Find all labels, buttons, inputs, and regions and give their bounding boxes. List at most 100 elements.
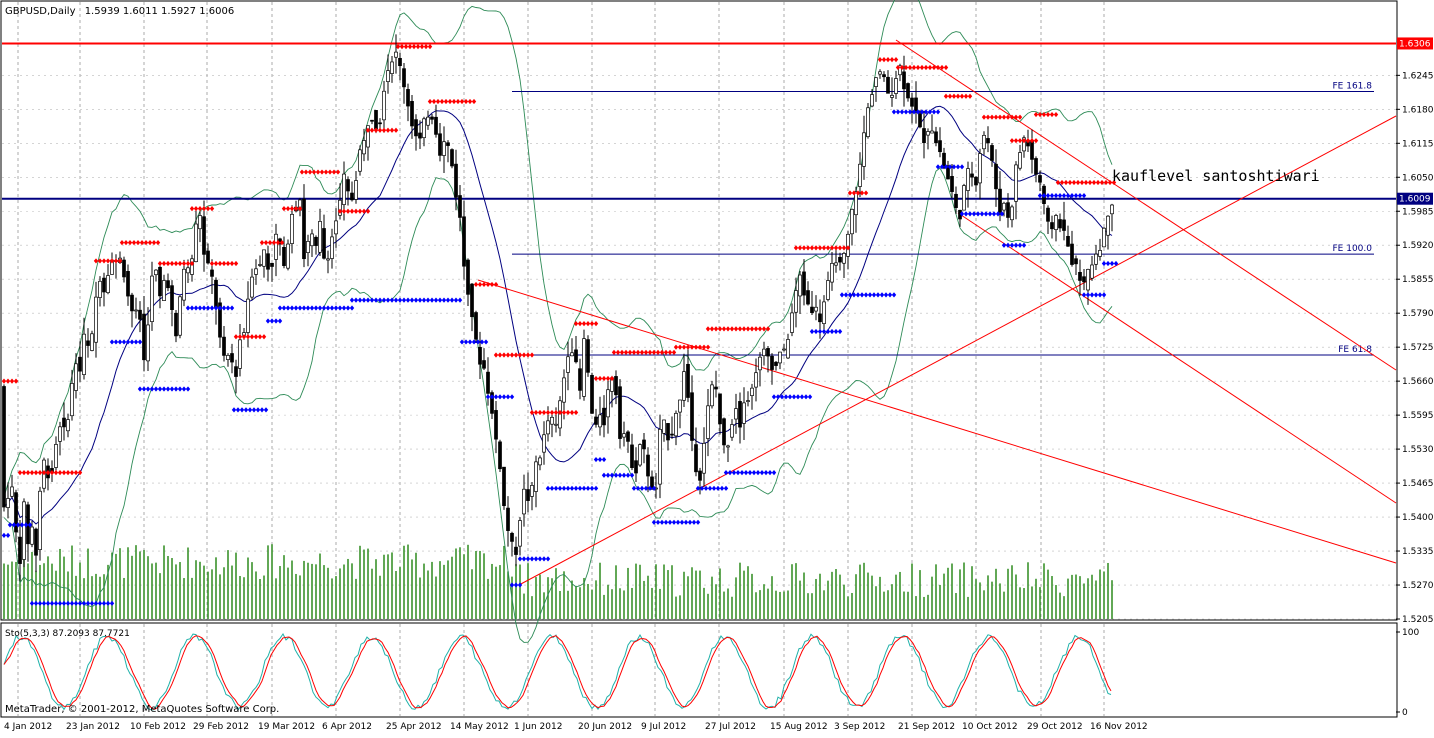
candle-body — [818, 313, 822, 323]
watermark: MetaTrader, © 2001-2012, MetaQuotes Soft… — [5, 704, 279, 715]
candle-body — [246, 298, 250, 333]
resistance-dot — [1017, 114, 1023, 120]
support-dot — [405, 297, 411, 303]
resistance-dot — [415, 43, 421, 50]
candle-body — [1014, 164, 1018, 202]
resistance-dot — [533, 409, 539, 416]
support-dot — [349, 305, 355, 311]
resistance-dot — [943, 93, 949, 99]
resistance-dot — [77, 470, 83, 476]
resistance-dot — [989, 114, 995, 120]
support-dot — [683, 519, 689, 525]
candle-body — [174, 312, 178, 337]
resistance-dot — [541, 409, 547, 416]
candle-body — [838, 256, 842, 263]
support-dot — [113, 339, 119, 345]
resistance-dot — [931, 64, 937, 71]
support-dot — [771, 470, 777, 476]
support-dot — [767, 470, 773, 476]
resistance-dot — [963, 93, 969, 99]
support-dot — [513, 582, 519, 588]
candle-body — [170, 285, 174, 310]
support-dot — [771, 394, 777, 400]
resistance-dot — [845, 245, 851, 251]
resistance-dot — [981, 114, 987, 120]
candle-body — [758, 356, 762, 371]
candle-body — [410, 101, 414, 127]
candle-body — [194, 223, 198, 263]
resistance-dot — [119, 240, 125, 246]
x-tick-label: 10 Oct 2012 — [962, 722, 1018, 732]
resistance-dot — [709, 326, 715, 332]
resistance-dot — [143, 240, 149, 246]
support-dot — [525, 556, 531, 562]
resistance-dot — [593, 321, 599, 327]
resistance-dot — [93, 258, 99, 264]
support-dot — [593, 485, 599, 491]
support-dot — [273, 318, 279, 324]
candle-body — [138, 309, 142, 320]
candle-body — [1098, 250, 1102, 257]
resistance-dot — [833, 245, 839, 251]
support-dot — [509, 582, 515, 588]
resistance-dot — [915, 64, 921, 71]
support-dot — [987, 211, 993, 217]
moving-average — [3, 105, 1113, 525]
support-dot — [121, 339, 127, 345]
candle-body — [730, 424, 734, 438]
support-dot — [935, 109, 941, 115]
resistance-dot — [553, 409, 559, 416]
candle-body — [166, 280, 170, 289]
support-dot — [971, 211, 977, 217]
candle-body — [450, 149, 454, 167]
resistance-dot — [557, 409, 563, 416]
support-dot — [173, 386, 179, 392]
support-dot — [991, 211, 997, 217]
resistance-dot — [185, 260, 191, 267]
resistance-dot — [113, 258, 119, 264]
x-tick-label: 25 Apr 2012 — [386, 722, 442, 732]
candle-body — [1002, 202, 1006, 211]
candle-body — [862, 132, 866, 167]
support-dot — [529, 556, 535, 562]
candle-body — [322, 228, 326, 259]
support-dot — [489, 394, 495, 400]
candle-body — [22, 501, 26, 560]
candle-body — [122, 259, 126, 278]
resistance-dot — [123, 240, 129, 246]
support-dot — [69, 600, 75, 606]
resistance-dot — [229, 260, 235, 267]
support-dot — [197, 305, 203, 311]
stoch-y-tick-label: 100 — [1402, 628, 1419, 638]
resistance-dot — [927, 64, 933, 71]
resistance-dot — [509, 352, 515, 358]
resistance-dot — [601, 375, 607, 382]
support-dot — [963, 211, 969, 217]
candle-body — [514, 546, 518, 555]
resistance-dot — [501, 352, 507, 358]
support-dot — [743, 470, 749, 476]
support-dot — [1105, 260, 1111, 267]
support-dot — [759, 470, 765, 476]
support-dot — [161, 386, 167, 392]
support-dot — [27, 522, 33, 528]
support-dot — [5, 532, 11, 538]
resistance-dot — [101, 258, 107, 264]
candle-body — [234, 366, 238, 377]
resistance-dot — [497, 352, 503, 358]
candle-body — [326, 258, 330, 261]
resistance-dot — [589, 321, 595, 327]
candle-body — [398, 57, 402, 67]
support-dot — [29, 600, 35, 606]
support-dot — [457, 297, 463, 303]
candle-body — [470, 283, 474, 318]
candle-body — [158, 266, 162, 297]
candle-body — [134, 309, 138, 312]
support-dot — [475, 339, 481, 345]
resistance-dot — [955, 93, 961, 99]
candle-body — [954, 193, 958, 208]
resistance-dot — [439, 98, 445, 105]
support-dot — [545, 485, 551, 491]
